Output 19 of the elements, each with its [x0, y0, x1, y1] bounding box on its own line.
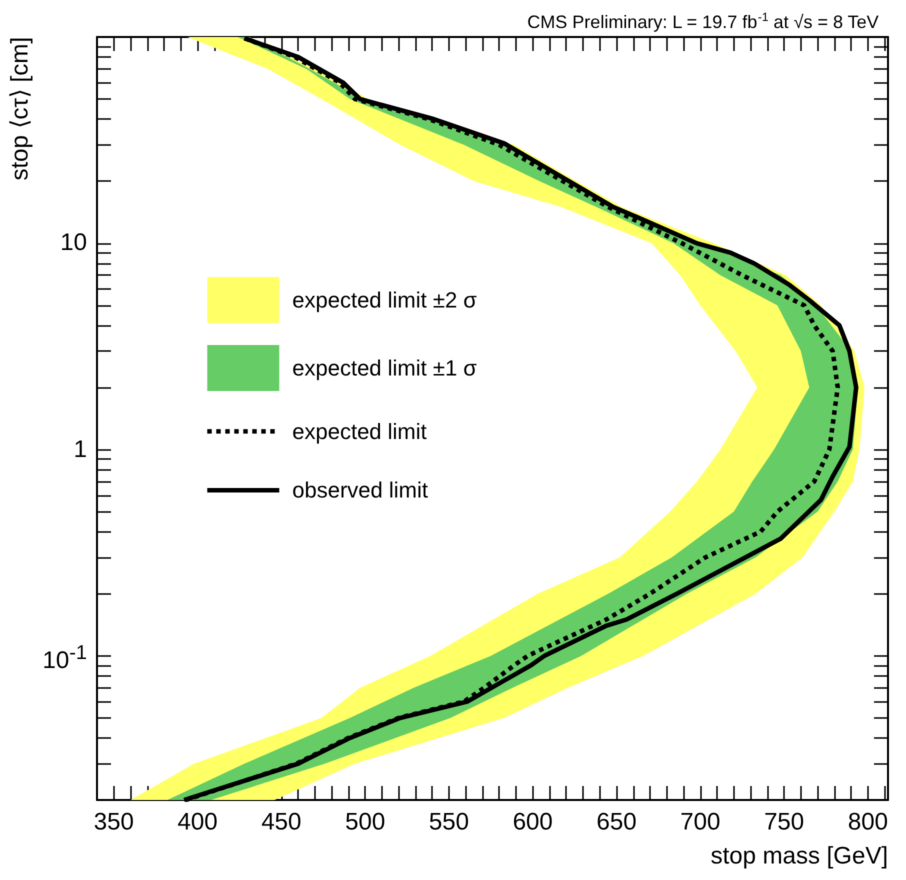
x-tick-label: 550 — [428, 808, 469, 836]
x-tick-label: 350 — [94, 808, 134, 836]
legend-label: expected limit — [292, 418, 427, 444]
x-tick-label: 450 — [261, 808, 302, 836]
y-axis-title: stop ⟨cτ⟩ [cm] — [6, 36, 34, 181]
x-tick-label: 400 — [178, 808, 218, 836]
x-tick-label: 800 — [848, 808, 888, 836]
x-tick-label: 600 — [512, 808, 553, 836]
x-axis-title: stop mass [GeV] — [710, 842, 888, 870]
y-tick-label: 10 — [60, 229, 87, 258]
legend-label: expected limit ±1 σ — [292, 356, 478, 380]
legend-label: observed limit — [292, 478, 428, 503]
legend-label: expected limit ±2 σ — [292, 288, 478, 312]
y-tick-label: 10$^{-1}$ — [42, 642, 87, 674]
x-tick-label: 750 — [764, 808, 804, 836]
x-tick-label: 700 — [680, 808, 720, 836]
x-tick-label: 650 — [596, 808, 637, 836]
y-tick-label: 1 — [74, 436, 87, 464]
x-tick-label: 500 — [345, 808, 386, 836]
